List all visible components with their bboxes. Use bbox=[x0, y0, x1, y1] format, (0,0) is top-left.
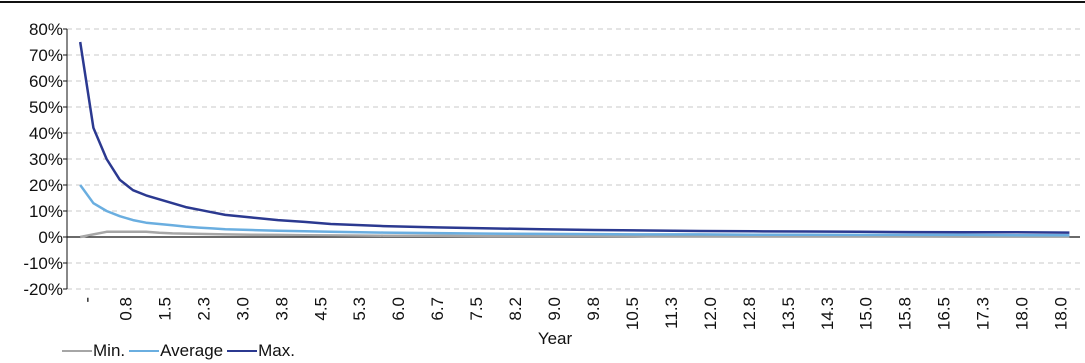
x-tick-label: 1.5 bbox=[155, 297, 174, 321]
x-tick-label: 8.2 bbox=[506, 297, 525, 321]
gridlines bbox=[67, 28, 1080, 290]
x-tick-label: 6.7 bbox=[428, 297, 447, 321]
x-tick-label: 0.8 bbox=[116, 297, 135, 321]
series-line-min bbox=[79, 230, 1070, 239]
x-tick-label: 18.0 bbox=[1052, 297, 1071, 330]
y-tick-label: 50% bbox=[29, 98, 63, 117]
series-line-average bbox=[79, 184, 1070, 237]
x-tick-label: 15.8 bbox=[896, 297, 915, 330]
legend-swatch-average bbox=[129, 350, 160, 352]
x-tick-label: 18.0 bbox=[1013, 297, 1032, 330]
x-axis-label: Year bbox=[538, 329, 573, 348]
series-line-max bbox=[78, 41, 1070, 234]
x-tick-label: 15.0 bbox=[857, 297, 876, 330]
x-tick-label: 11.3 bbox=[662, 297, 681, 329]
legend-item-min: Min. bbox=[62, 341, 125, 361]
x-tick-label: 5.3 bbox=[350, 297, 369, 321]
x-tick-label: 10.5 bbox=[623, 297, 642, 330]
y-axis-ticks: 80% 70% 60% 50% 40% 30% 20% 10% 0% -10% -20% bbox=[23, 20, 67, 299]
x-tick-label: - bbox=[77, 297, 96, 303]
x-tick-label: 12.8 bbox=[740, 297, 759, 330]
x-tick-label: 2.3 bbox=[194, 297, 213, 321]
legend: Min. Average Max. bbox=[62, 341, 299, 361]
y-tick-label: 20% bbox=[29, 176, 63, 195]
x-tick-label: 9.8 bbox=[584, 297, 603, 321]
y-tick-label: 70% bbox=[29, 46, 63, 65]
x-tick-label: 9.0 bbox=[545, 297, 564, 321]
x-tick-label: 6.0 bbox=[389, 297, 408, 321]
x-tick-label: 16.5 bbox=[935, 297, 954, 330]
x-tick-label: 3.0 bbox=[233, 297, 252, 321]
x-tick-label: 12.0 bbox=[701, 297, 720, 330]
x-axis-ticks: - 0.8 1.5 2.3 3.0 3.8 4.5 5.3 6.0 6.7 7.5 8.2 9.0 9.8… bbox=[77, 297, 1070, 330]
y-tick-label: 60% bbox=[29, 72, 63, 91]
x-tick-label: 17.3 bbox=[974, 297, 993, 330]
x-tick-label: 14.3 bbox=[818, 297, 837, 330]
y-tick-label: 0% bbox=[38, 228, 63, 247]
series-lines bbox=[78, 41, 1070, 239]
y-tick-label: 10% bbox=[29, 202, 63, 221]
legend-item-max: Max. bbox=[227, 341, 295, 361]
legend-label-average: Average bbox=[160, 341, 224, 360]
y-tick-label: 40% bbox=[29, 124, 63, 143]
legend-swatch-max bbox=[227, 350, 258, 352]
legend-label-min: Min. bbox=[93, 341, 126, 360]
y-tick-label: 80% bbox=[29, 20, 63, 39]
legend-item-average: Average bbox=[129, 341, 223, 361]
y-tick-label: 30% bbox=[29, 150, 63, 169]
x-tick-label: 4.5 bbox=[311, 297, 330, 321]
x-tick-label: 13.5 bbox=[779, 297, 798, 330]
legend-swatch-min bbox=[62, 350, 92, 352]
legend-label-max: Max. bbox=[258, 341, 295, 360]
x-tick-label: 3.8 bbox=[272, 297, 291, 321]
y-tick-label: -20% bbox=[23, 280, 63, 299]
y-tick-label: -10% bbox=[23, 254, 63, 273]
x-tick-label: 7.5 bbox=[467, 297, 486, 321]
